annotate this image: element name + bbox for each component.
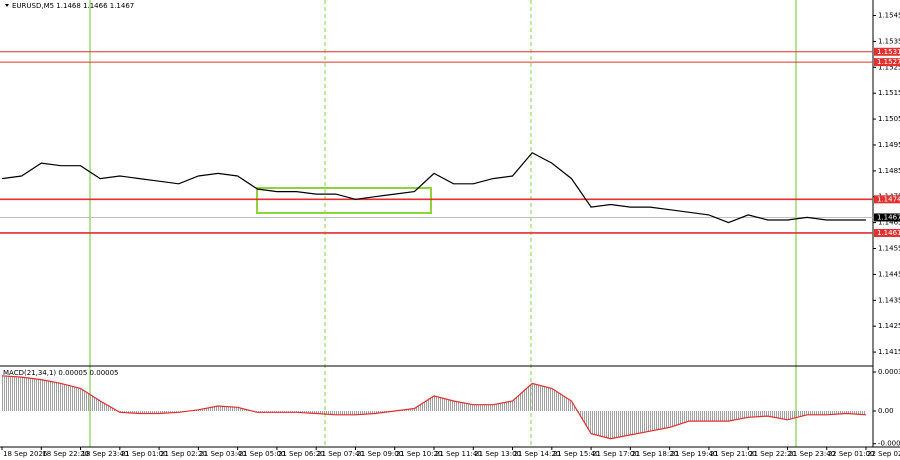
macd-signal — [1, 375, 867, 440]
level-label: 1.1474 — [877, 195, 900, 203]
x-tick-label: 21 Sep 18:20 — [631, 450, 678, 458]
y-tick-label: 1.1495 — [878, 141, 900, 149]
x-tick-label: 22 Sep 01:00 — [828, 450, 875, 458]
bid-label: 1.1467 — [877, 213, 900, 221]
y-tick-label: 1.1545 — [878, 12, 900, 20]
level-label: 1.1461 — [877, 229, 900, 237]
y2-tick-label: -0.00026 — [878, 440, 900, 448]
x-tick-label: 21 Sep 07:40 — [317, 450, 364, 458]
y-tick-label: 1.1485 — [878, 167, 900, 175]
level-label: 1.1527 — [877, 58, 900, 66]
y-tick-label: 1.1415 — [878, 348, 900, 356]
x-tick-label: 21 Sep 22:20 — [749, 450, 796, 458]
x-tick-label: 21 Sep 17:00 — [592, 450, 639, 458]
x-tick-label: 21 Sep 02:20 — [160, 450, 207, 458]
level-label: 1.1531 — [877, 48, 900, 56]
x-tick-label: 21 Sep 21:00 — [710, 450, 757, 458]
level-tag — [874, 195, 900, 204]
x-tick-label: 21 Sep 06:20 — [278, 450, 325, 458]
chart-title: EURUSD,M5 1.1468 1.1466 1.1467 — [12, 2, 134, 10]
y-tick-label: 1.1515 — [878, 89, 900, 97]
x-tick-label: 21 Sep 23:40 — [788, 450, 835, 458]
macd-histogram — [2, 375, 866, 439]
y2-tick-label: 0.00031 — [878, 368, 900, 376]
x-tick-label: 22 Sep 02:20 — [867, 450, 900, 458]
level-tag — [874, 47, 900, 56]
x-tick-label: 21 Sep 19:40 — [671, 450, 718, 458]
x-tick-label: 18 Sep 23:40 — [82, 450, 129, 458]
menu-arrow — [5, 4, 9, 7]
y-tick-label: 1.1465 — [878, 219, 900, 227]
price-line — [1, 151, 866, 224]
range-box — [256, 187, 432, 214]
y-tick-label: 1.1435 — [878, 296, 900, 304]
y-tick-label: 1.1505 — [878, 115, 900, 123]
x-tick-label: 18 Sep 2026 — [3, 450, 48, 458]
x-tick-label: 18 Sep 22:20 — [42, 450, 89, 458]
y-tick-label: 1.1455 — [878, 245, 900, 253]
x-tick-label: 21 Sep 15:40 — [553, 450, 600, 458]
y-tick-label: 1.1425 — [878, 322, 900, 330]
x-tick-label: 21 Sep 01:00 — [121, 450, 168, 458]
y2-tick-label: 0.00 — [878, 407, 894, 415]
x-tick-label: 21 Sep 14:20 — [514, 450, 561, 458]
level-tag — [874, 58, 900, 67]
y-tick-label: 1.1525 — [878, 63, 900, 71]
x-tick-label: 21 Sep 10:20 — [396, 450, 443, 458]
x-tick-label: 21 Sep 11:40 — [435, 450, 482, 458]
bid-tag — [874, 213, 900, 222]
x-tick-label: 21 Sep 13:00 — [474, 450, 521, 458]
x-tick-label: 21 Sep 05:00 — [239, 450, 286, 458]
x-tick-label: 21 Sep 09:00 — [356, 450, 403, 458]
x-tick-label: 21 Sep 03:40 — [199, 450, 246, 458]
level-tag — [874, 228, 900, 237]
y-tick-label: 1.1535 — [878, 37, 900, 45]
macd-label: MACD(21,34,1) 0.00005 0.00005 — [3, 369, 119, 377]
y-tick-label: 1.1445 — [878, 270, 900, 278]
